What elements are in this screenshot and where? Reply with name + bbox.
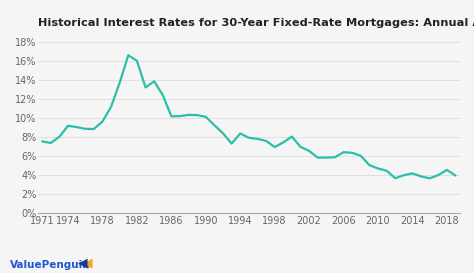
Text: ◀: ◀ <box>78 257 88 270</box>
Text: Historical Interest Rates for 30-Year Fixed-Rate Mortgages: Annual Averages, 197: Historical Interest Rates for 30-Year Fi… <box>38 18 474 28</box>
Text: ◀: ◀ <box>83 257 92 270</box>
Text: ValuePenguin: ValuePenguin <box>9 260 90 270</box>
